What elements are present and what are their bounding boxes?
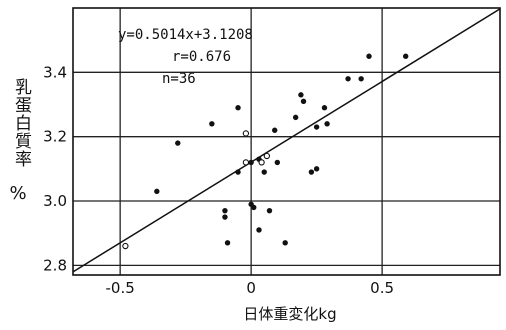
data-point: [272, 127, 278, 133]
data-point: [175, 140, 181, 146]
plot-frame: [72, 7, 501, 276]
data-point: [321, 105, 328, 111]
data-point: [235, 169, 241, 175]
data-point-open: [122, 242, 129, 250]
data-point-open: [263, 152, 271, 160]
y-tick-label: 2.8: [43, 256, 67, 274]
y-tick-label: 3.4: [43, 63, 67, 81]
tick-labels: -0.5 0 0.5 2.8 3.0 3.2 3.4: [43, 63, 394, 297]
regression-equation: y=0.5014x+3.1208: [118, 27, 253, 43]
sample-size: n=36: [162, 71, 196, 87]
data-point-open: [258, 159, 265, 166]
data-point: [154, 188, 160, 195]
data-point: [282, 240, 288, 246]
data-points: [122, 53, 409, 250]
x-axis-label: 日体重変化kg: [243, 305, 337, 323]
y-axis-label: 乳蛋白質率: [11, 78, 31, 168]
data-point: [313, 124, 320, 130]
data-point: [324, 121, 330, 127]
data-point: [222, 207, 228, 214]
regression-line: [72, 8, 501, 273]
regression-stats: y=0.5014x+3.1208 r=0.676 n=36: [118, 24, 253, 90]
data-point-open: [242, 130, 250, 137]
data-point: [308, 169, 315, 175]
data-point: [261, 169, 267, 175]
grid: [73, 8, 500, 275]
data-point: [251, 204, 257, 211]
data-point: [274, 159, 281, 166]
data-point: [248, 159, 254, 166]
data-point: [222, 214, 228, 220]
data-point: [298, 92, 304, 98]
data-point-open: [242, 159, 250, 166]
data-point: [345, 76, 351, 82]
data-point: [266, 207, 273, 214]
x-tick-label: 0.5: [370, 279, 394, 297]
y-axis-unit: %: [9, 183, 27, 204]
data-point: [313, 166, 320, 172]
data-point: [366, 53, 372, 59]
data-point: [256, 227, 262, 233]
y-tick-label: 3.2: [43, 128, 67, 146]
data-point: [292, 114, 299, 121]
data-point: [224, 240, 231, 246]
data-point: [209, 121, 215, 127]
y-tick-label: 3.0: [43, 192, 67, 210]
x-tick-label: 0: [246, 279, 256, 297]
correlation-coefficient: r=0.676: [172, 49, 232, 65]
data-point: [235, 105, 241, 111]
data-point: [402, 53, 409, 59]
data-point: [358, 76, 364, 82]
x-tick-label: -0.5: [106, 279, 135, 297]
data-point: [300, 98, 307, 104]
